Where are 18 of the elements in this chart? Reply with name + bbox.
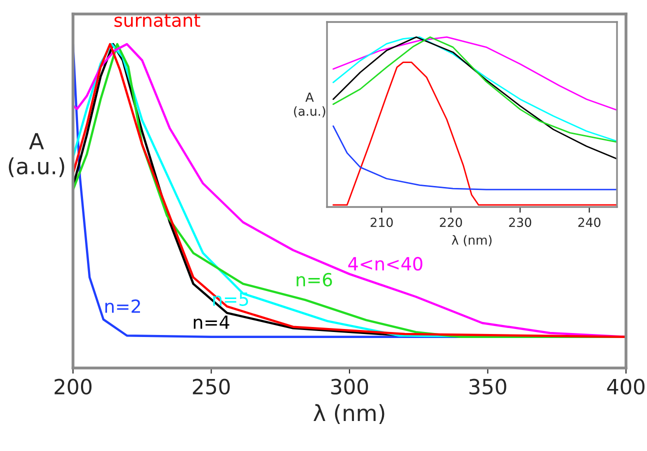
series-label: n=6 xyxy=(296,272,332,287)
x-tick-label: 250 xyxy=(192,378,230,395)
x-tick-label: 230 xyxy=(509,218,532,228)
x-axis-title: λ (nm) xyxy=(452,235,492,246)
x-tick-label: 200 xyxy=(54,378,92,395)
x-tick-label: 400 xyxy=(607,378,644,395)
series-label: n=4 xyxy=(194,316,230,329)
x-tick-label: 350 xyxy=(469,378,506,395)
series-label: n=2 xyxy=(105,299,140,313)
y-axis-title: A (a.u.) xyxy=(294,92,326,118)
x-tick-label: 210 xyxy=(370,218,393,228)
x-tick-label: 220 xyxy=(440,218,462,228)
series-label: surnatant xyxy=(114,14,200,28)
y-axis-title: A (a.u.) xyxy=(8,133,64,178)
x-axis-title: λ (nm) xyxy=(314,404,384,424)
series-label: 4<n<40 xyxy=(348,256,422,271)
x-tick-label: 300 xyxy=(331,378,368,395)
x-tick-label: 240 xyxy=(578,218,600,228)
